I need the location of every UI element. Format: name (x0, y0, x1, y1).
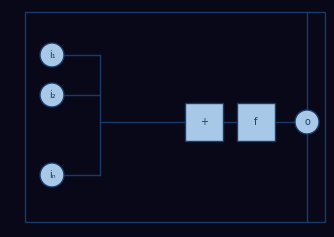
Bar (237, 103, 275, 141)
Circle shape (295, 110, 319, 134)
Circle shape (40, 43, 64, 67)
Text: i₂: i₂ (49, 90, 55, 100)
Bar (25, 12, 325, 222)
Bar (185, 103, 223, 141)
Text: i₁: i₁ (49, 50, 55, 60)
Text: o: o (304, 117, 310, 127)
Text: iₙ: iₙ (49, 170, 55, 180)
Text: +: + (200, 117, 208, 127)
Circle shape (40, 163, 64, 187)
Text: f: f (254, 117, 258, 127)
Circle shape (40, 83, 64, 107)
